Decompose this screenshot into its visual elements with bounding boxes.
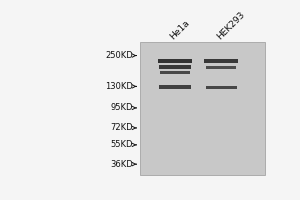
Text: 36KD: 36KD bbox=[110, 160, 133, 169]
FancyBboxPatch shape bbox=[159, 85, 191, 89]
FancyBboxPatch shape bbox=[160, 71, 190, 74]
FancyBboxPatch shape bbox=[158, 59, 191, 63]
Text: 55KD: 55KD bbox=[110, 140, 133, 149]
FancyBboxPatch shape bbox=[206, 66, 236, 69]
Text: He1a: He1a bbox=[168, 19, 191, 42]
FancyBboxPatch shape bbox=[159, 65, 191, 69]
Text: 250KD: 250KD bbox=[105, 51, 133, 60]
Text: 130KD: 130KD bbox=[105, 82, 133, 91]
FancyBboxPatch shape bbox=[140, 42, 266, 175]
FancyBboxPatch shape bbox=[206, 86, 237, 89]
Text: 95KD: 95KD bbox=[110, 103, 133, 112]
Text: 72KD: 72KD bbox=[110, 123, 133, 132]
FancyBboxPatch shape bbox=[204, 59, 238, 63]
Text: HEK293: HEK293 bbox=[215, 10, 246, 42]
